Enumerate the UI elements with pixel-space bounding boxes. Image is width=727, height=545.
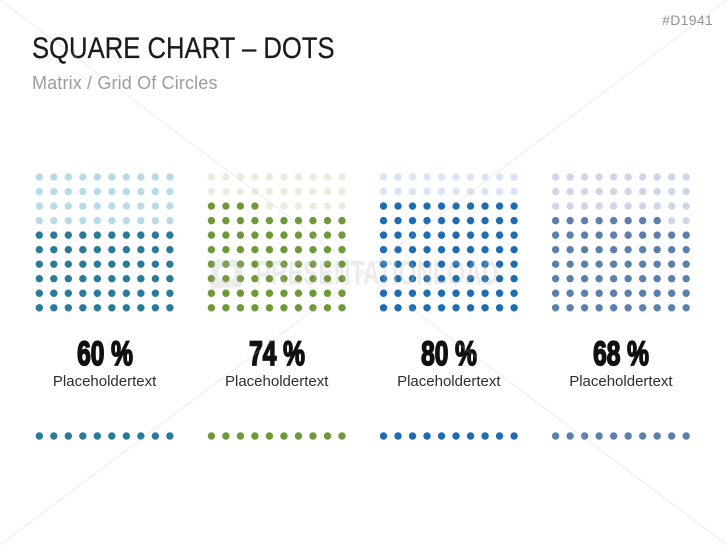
svg-text:PRESENTATIONLOAD: PRESENTATIONLOAD: [256, 255, 499, 292]
